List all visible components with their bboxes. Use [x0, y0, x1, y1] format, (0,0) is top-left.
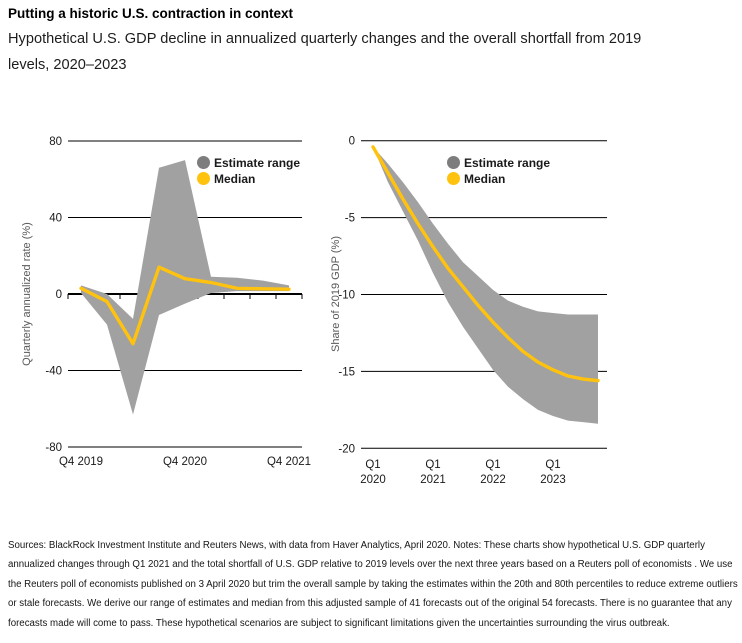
x-tick-label: 2022 — [480, 474, 506, 486]
y-tick-label: 0 — [56, 289, 62, 301]
estimate-range-swatch-icon — [447, 156, 460, 169]
legend-item-estimate-range: Estimate range — [197, 155, 300, 170]
y-tick-label: -20 — [338, 443, 355, 455]
x-tick-label: Q1 — [545, 459, 560, 471]
source-notes: Sources: BlackRock Investment Institute … — [8, 540, 738, 629]
estimate-range-area — [373, 146, 598, 424]
legend-item-estimate-range: Estimate range — [447, 155, 550, 170]
y-tick-label: -15 — [338, 366, 355, 378]
y-tick-label: 40 — [49, 213, 62, 225]
x-tick-label: Q1 — [425, 459, 440, 471]
page-subtitle: Hypothetical U.S. GDP decline in annuali… — [8, 31, 642, 73]
estimate-range-area — [81, 160, 289, 415]
legend-left-chart: Estimate range Median — [197, 155, 300, 186]
chart-share-of-2019-gdp: 0 -5 -10 -15 -20 Q1 2020 Q1 2021 Q1 2022 Q1 2023 Shar… — [330, 136, 607, 486]
chart-quarterly-annualized-rate: 80 40 0 -40 -80 Q4 2019 Q4 2020 Q4 2021 Quarterl… — [21, 136, 311, 468]
y-tick-label: -10 — [338, 290, 355, 302]
y-axis-title: Share of 2019 GDP (%) — [330, 236, 342, 352]
median-line — [79, 265, 291, 346]
x-tick-label: 2021 — [420, 474, 446, 486]
median-swatch-icon — [197, 172, 210, 185]
x-tick-label: Q1 — [485, 459, 500, 471]
median-swatch-icon — [447, 172, 460, 185]
estimate-range-label: Estimate range — [214, 155, 301, 170]
x-tick-label: 2020 — [360, 474, 386, 486]
x-tick-label: 2023 — [540, 474, 566, 486]
page-title: Putting a historic U.S. contraction in c… — [8, 6, 294, 21]
legend-right-chart: Estimate range Median — [447, 155, 550, 186]
x-tick-label: Q4 2020 — [163, 456, 207, 468]
estimate-range-swatch-icon — [197, 156, 210, 169]
x-tick-label: Q4 2021 — [267, 456, 311, 468]
median-line — [371, 145, 600, 383]
y-tick-label: -40 — [45, 366, 62, 378]
y-tick-label: -80 — [45, 442, 62, 454]
x-tick-label: Q4 2019 — [59, 456, 103, 468]
legend-item-median: Median — [197, 171, 300, 186]
median-label: Median — [464, 171, 506, 186]
median-label: Median — [214, 171, 256, 186]
legend-item-median: Median — [447, 171, 550, 186]
estimate-range-label: Estimate range — [464, 155, 551, 170]
y-tick-label: 80 — [49, 136, 62, 148]
x-tick-label: Q1 — [365, 459, 380, 471]
y-axis-title: Quarterly annualized rate (%) — [21, 222, 33, 366]
y-tick-label: -5 — [345, 213, 355, 225]
y-tick-label: 0 — [349, 136, 355, 148]
